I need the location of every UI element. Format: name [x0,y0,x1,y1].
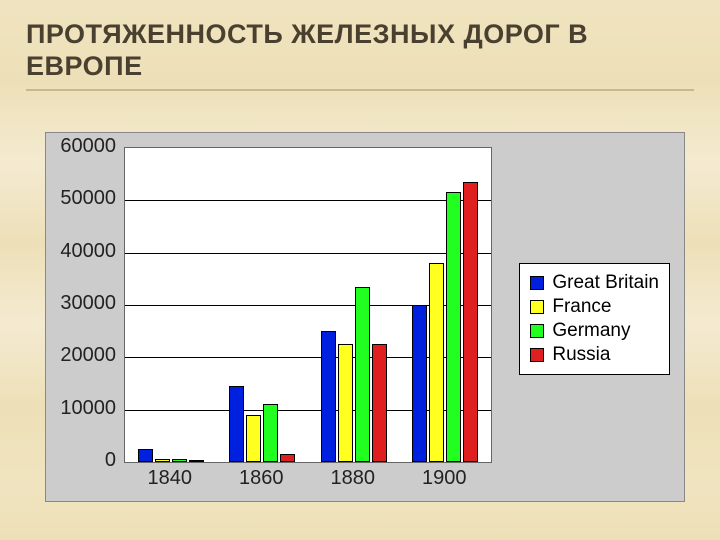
y-tick-label: 40000 [56,240,116,263]
y-tick-label: 20000 [56,344,116,367]
slide-background: ПРОТЯЖЕННОСТЬ ЖЕЛЕЗНЫХ ДОРОГ В ЕВРОПЕ 0 1… [0,0,720,540]
y-tick-label: 0 [56,449,116,472]
legend-label: Germany [552,320,630,342]
gridline [125,200,491,201]
legend-item: Germany [530,320,659,342]
y-tick-label: 60000 [56,135,116,158]
legend-swatch [530,276,544,290]
legend-label: Great Britain [552,272,659,294]
bar [338,344,353,462]
legend-item: Great Britain [530,272,659,294]
legend-item: Russia [530,344,659,366]
bar [155,459,170,462]
bar [355,287,370,462]
slide-title: ПРОТЯЖЕННОСТЬ ЖЕЛЕЗНЫХ ДОРОГ В ЕВРОПЕ [26,18,694,83]
title-underline [26,89,694,91]
bar [189,460,204,462]
bar [229,386,244,462]
bar [463,182,478,462]
y-tick-label: 10000 [56,397,116,420]
legend-label: Russia [552,344,610,366]
bar [372,344,387,462]
bar [429,263,444,462]
legend: Great BritainFranceGermanyRussia [519,263,670,375]
x-tick-label: 1840 [140,467,200,490]
y-tick-label: 50000 [56,187,116,210]
legend-item: France [530,296,659,318]
x-tick-label: 1880 [323,467,383,490]
bar [172,459,187,462]
chart-container: 0 10000 20000 30000 40000 50000 60000 1840 1860… [45,132,685,502]
bar [138,449,153,462]
legend-label: France [552,296,611,318]
y-tick-label: 30000 [56,292,116,315]
title-line-1: ПРОТЯЖЕННОСТЬ ЖЕЛЕЗНЫХ ДОРОГ В [26,19,588,49]
bar [412,305,427,462]
bar [446,192,461,462]
bar [280,454,295,462]
legend-swatch [530,324,544,338]
title-line-2: ЕВРОПЕ [26,51,143,81]
bar [263,404,278,462]
bar [246,415,261,462]
x-tick-label: 1860 [231,467,291,490]
bar [321,331,336,462]
legend-swatch [530,300,544,314]
legend-swatch [530,348,544,362]
gridline [125,253,491,254]
x-tick-label: 1900 [414,467,474,490]
plot-area [124,147,492,463]
